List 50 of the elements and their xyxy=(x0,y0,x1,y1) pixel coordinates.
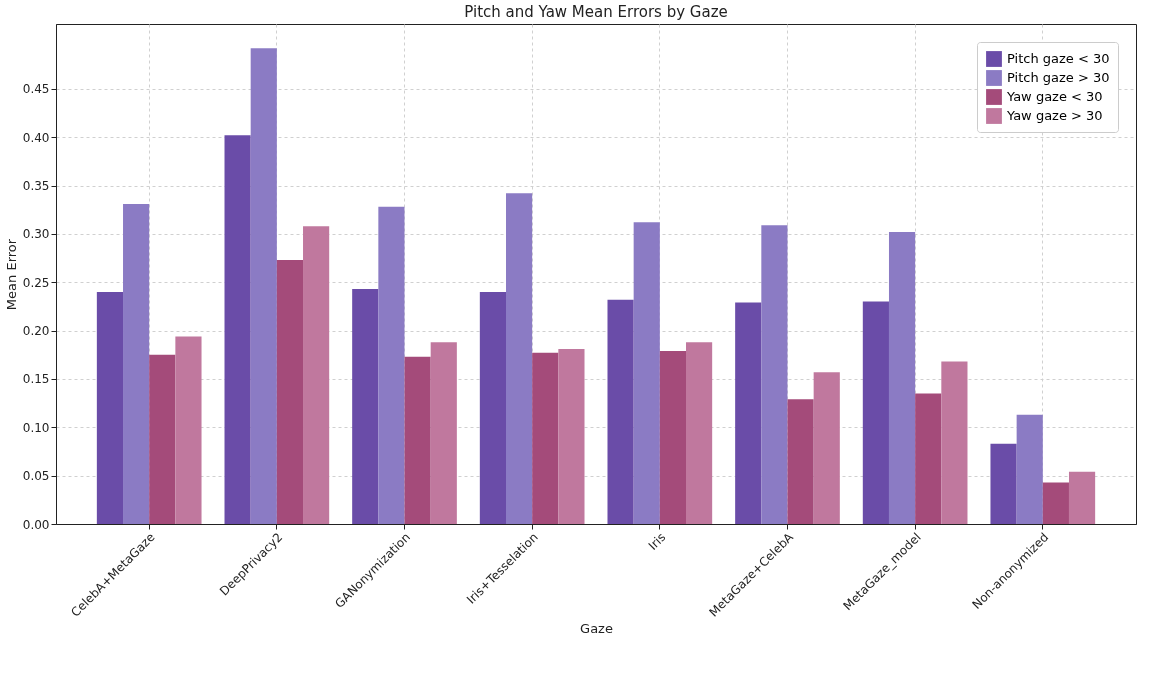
bar xyxy=(1068,471,1096,524)
y-tick-label: 0.00 xyxy=(22,517,50,532)
legend-label: Pitch gaze > 30 xyxy=(1007,70,1110,85)
bar xyxy=(1042,482,1069,524)
x-tick-label: Iris xyxy=(645,530,669,553)
bar xyxy=(558,348,585,524)
bar xyxy=(123,203,150,524)
y-axis-title: Mean Error xyxy=(3,238,19,311)
x-axis-title: Gaze xyxy=(580,620,613,636)
y-tick-label: 0.10 xyxy=(22,420,50,435)
y-tick-label: 0.20 xyxy=(22,324,50,339)
bar xyxy=(532,352,559,524)
bar xyxy=(250,48,277,524)
bar xyxy=(506,193,533,524)
bar xyxy=(175,336,202,524)
y-tick-label: 0.30 xyxy=(22,227,50,242)
bar xyxy=(813,372,840,524)
bar xyxy=(404,356,431,524)
y-tick-label: 0.40 xyxy=(22,130,50,145)
bar xyxy=(888,231,916,524)
bar xyxy=(149,354,176,524)
y-tick-label: 0.05 xyxy=(22,469,50,484)
y-tick-label: 0.45 xyxy=(22,82,50,97)
bar xyxy=(303,226,330,524)
bar xyxy=(276,259,304,524)
y-tick-label: 0.15 xyxy=(22,372,50,387)
bar xyxy=(915,393,942,524)
bar xyxy=(1016,414,1043,524)
bar xyxy=(633,222,660,524)
bar xyxy=(686,342,713,524)
bar xyxy=(761,225,788,524)
bar xyxy=(659,350,686,524)
chart-title: Pitch and Yaw Mean Errors by Gaze xyxy=(464,3,728,21)
legend-label: Yaw gaze < 30 xyxy=(1006,89,1103,104)
bar xyxy=(352,288,379,524)
bar xyxy=(224,135,251,524)
legend-label: Pitch gaze < 30 xyxy=(1007,51,1110,66)
bar xyxy=(787,399,814,524)
bar xyxy=(96,291,124,524)
bar xyxy=(735,302,762,524)
bar xyxy=(941,361,968,524)
y-tick-label: 0.35 xyxy=(22,179,50,194)
bar xyxy=(607,299,634,524)
bar xyxy=(378,206,405,524)
legend-label: Yaw gaze > 30 xyxy=(1006,108,1103,123)
bar xyxy=(990,443,1017,524)
bar xyxy=(430,342,457,524)
bar xyxy=(862,301,889,524)
y-tick-label: 0.25 xyxy=(22,275,50,290)
bar xyxy=(479,291,506,524)
